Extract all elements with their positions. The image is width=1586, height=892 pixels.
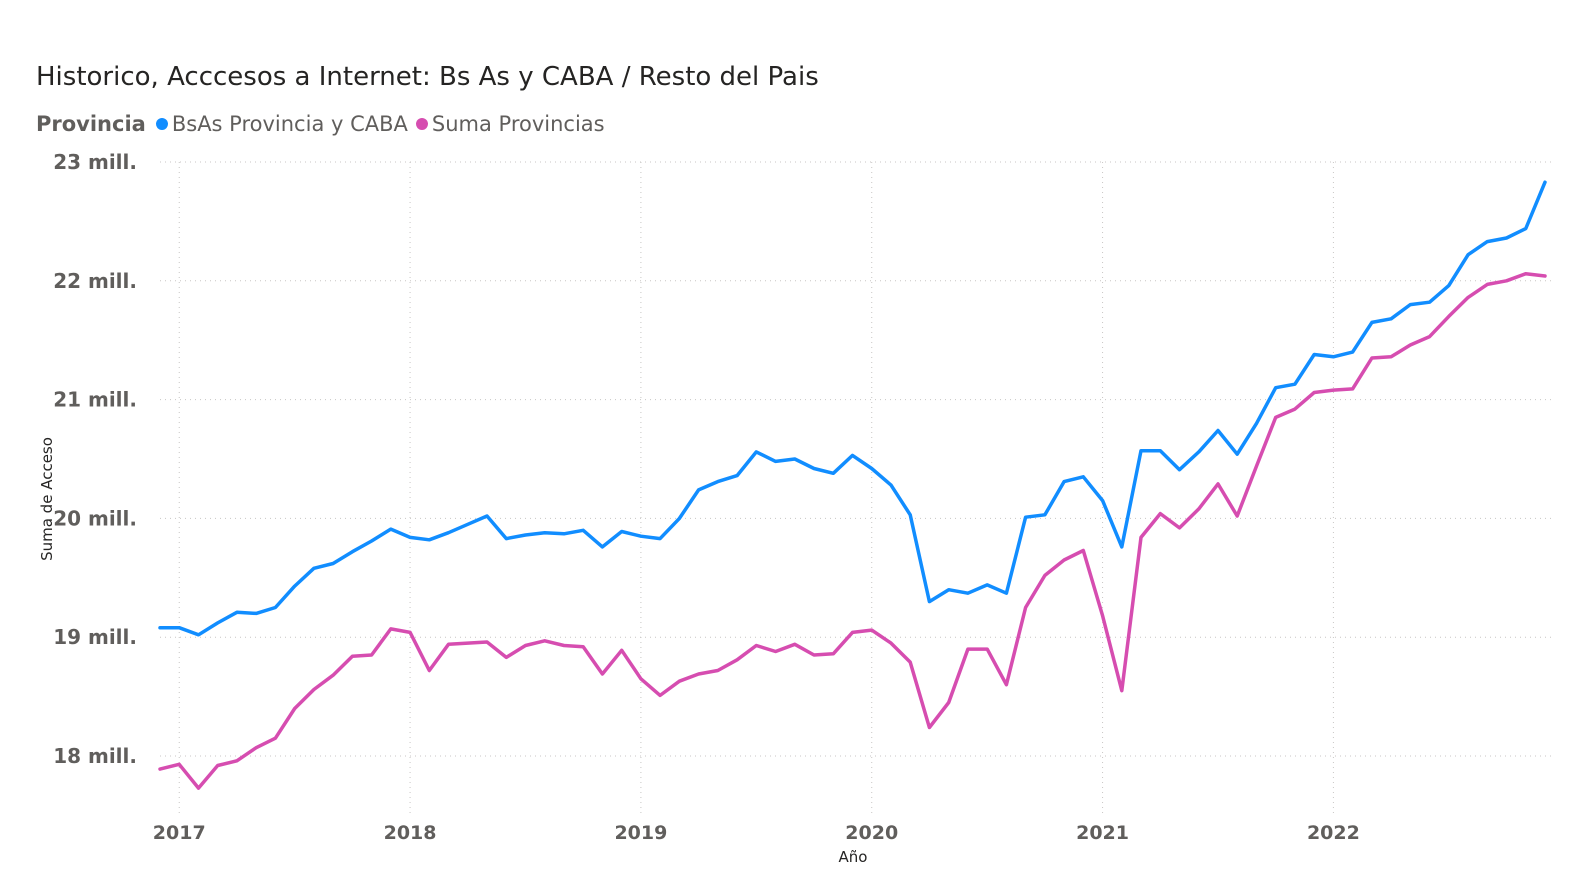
x-tick-label: 2021 <box>1076 822 1129 844</box>
x-axis-label: Año <box>838 848 868 866</box>
y-tick-label: 18 mill. <box>53 744 137 768</box>
legend-label-provincias: Suma Provincias <box>431 112 605 136</box>
y-axis-label: Suma de Acceso <box>38 437 56 561</box>
legend-item-bsas[interactable]: BsAs Provincia y CABA <box>155 112 408 136</box>
y-tick-label: 23 mill. <box>53 150 137 174</box>
x-tick-label: 2019 <box>614 822 667 844</box>
x-tick-label: 2017 <box>153 822 206 844</box>
chart-title: Historico, Acccesos a Internet: Bs As y … <box>36 62 819 92</box>
legend: Provincia BsAs Provincia y CABA Suma Pro… <box>36 112 613 136</box>
y-tick-label: 20 mill. <box>53 506 137 530</box>
legend-dot-icon <box>415 118 428 130</box>
y-tick-label: 22 mill. <box>53 269 137 293</box>
series-line-1 <box>158 271 1547 790</box>
legend-label-bsas: BsAs Provincia y CABA <box>171 112 408 136</box>
legend-title: Provincia <box>36 112 146 136</box>
x-tick-label: 2018 <box>384 822 437 844</box>
x-tick-label: 2022 <box>1307 822 1360 844</box>
legend-item-provincias[interactable]: Suma Provincias <box>415 112 605 136</box>
y-tick-label: 19 mill. <box>53 625 137 649</box>
x-tick-label: 2020 <box>845 822 898 844</box>
legend-dot-icon <box>155 118 168 130</box>
series-line-0 <box>158 180 1547 637</box>
y-tick-label: 21 mill. <box>53 388 137 412</box>
